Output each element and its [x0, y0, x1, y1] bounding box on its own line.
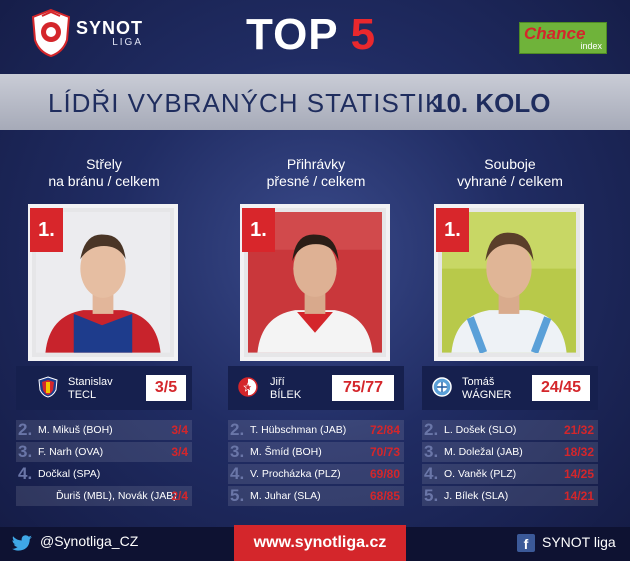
leader-first-name: Jiří [270, 376, 285, 388]
list-item: Ďuriš (MBL), Novák (JAB) 2/4 [16, 486, 192, 506]
list-rank: 3. [230, 442, 245, 461]
list-item: 3. F. Narh (OVA) 3/4 [16, 442, 192, 462]
list-name: M. Šmíd (BOH) [250, 446, 322, 458]
list-item: 4. O. Vaněk (PLZ) 14/25 [422, 464, 598, 484]
stat-title-duels: Souboje vyhrané / celkem [422, 156, 598, 190]
list-name: O. Vaněk (PLZ) [444, 468, 517, 480]
slovacko-crest-icon [432, 377, 452, 397]
leader-score: 24/45 [532, 375, 590, 401]
top-header: SYNOT LIGA TOP 5 Chance index [0, 0, 630, 72]
list-rank: 5. [424, 486, 439, 505]
list-item: 5. J. Bílek (SLA) 14/21 [422, 486, 598, 506]
slavia-praha-crest-icon [238, 377, 258, 397]
leader-name: Stanislav TECL [68, 376, 113, 402]
list-value: 18/32 [563, 445, 594, 459]
stat-title-line1: Střely [86, 156, 122, 172]
list-name: M. Mikuš (BOH) [38, 424, 113, 436]
list-name: L. Došek (SLO) [444, 424, 517, 436]
list-value: 14/25 [563, 467, 594, 481]
stat-title-shots: Střely na bránu / celkem [16, 156, 192, 190]
list-item: 5. M. Juhar (SLA) 68/85 [228, 486, 404, 506]
leader-first-name: Tomáš [462, 376, 495, 388]
band-title: LÍDŘI VYBRANÝCH STATISTIK [48, 88, 444, 118]
synot-liga-logo[interactable]: SYNOT LIGA [30, 8, 143, 58]
list-rank: 3. [424, 442, 439, 461]
list-name: T. Hübschman (JAB) [250, 424, 347, 436]
list-item: 4. V. Procházka (PLZ) 69/80 [228, 464, 404, 484]
list-item: 4. Dočkal (SPA) [16, 464, 192, 484]
list-rank: 4. [18, 464, 33, 483]
leader-name: Tomáš WÁGNER [462, 376, 512, 402]
leader-score: 75/77 [332, 375, 394, 401]
list-rank: 2. [18, 420, 33, 439]
leader-last-name: WÁGNER [462, 389, 512, 401]
list-name: Dočkal (SPA) [38, 468, 101, 480]
list-value: 69/80 [369, 467, 400, 481]
logo-name: SYNOT [76, 17, 144, 38]
leader-last-name: BÍLEK [270, 389, 302, 401]
list-rank: 2. [424, 420, 439, 439]
list-item: 2. T. Hübschman (JAB) 72/84 [228, 420, 404, 440]
facebook-page[interactable]: SYNOT liga [542, 534, 616, 550]
list-name: M. Juhar (SLA) [250, 490, 321, 502]
league-shield-icon [31, 8, 71, 58]
list-value: 2/4 [171, 489, 188, 503]
list-name: J. Bílek (SLA) [444, 490, 509, 502]
rank-badge: 1. [242, 208, 275, 252]
stat-title-line1: Přihrávky [286, 156, 346, 172]
player-photo [36, 212, 170, 353]
twitter-handle[interactable]: @Synotliga_CZ [40, 533, 139, 549]
leader-score: 3/5 [146, 375, 186, 401]
list-rank: 3. [18, 442, 33, 461]
list-value: 72/84 [369, 423, 400, 437]
rank-badge: 1. [436, 208, 469, 252]
list-value: 14/21 [563, 489, 594, 503]
list-rank: 5. [230, 486, 245, 505]
website-link[interactable]: www.synotliga.cz [234, 525, 406, 561]
list-value: 3/4 [171, 423, 188, 437]
leader-first-name: Stanislav [68, 376, 113, 388]
list-item: 3. M. Šmíd (BOH) 70/73 [228, 442, 404, 462]
sponsor-main: Chance [524, 24, 586, 43]
logo-sub: LIGA [112, 36, 144, 48]
list-rank: 2. [230, 420, 245, 439]
list-name: V. Procházka (PLZ) [250, 468, 341, 480]
twitter-icon[interactable] [12, 535, 32, 551]
list-rank: 4. [230, 464, 245, 483]
stat-title-line2: na bránu / celkem [48, 173, 160, 189]
list-rank: 4. [424, 464, 439, 483]
list-item: 3. M. Doležal (JAB) 18/32 [422, 442, 598, 462]
list-name: Ďuriš (MBL), Novák (JAB) [56, 490, 177, 502]
stat-title-line2: přesné / celkem [266, 173, 366, 189]
leader-last-name: TECL [68, 389, 97, 401]
viktoria-plzen-crest-icon [38, 376, 58, 398]
title-band [0, 74, 630, 130]
sponsor-logo[interactable]: Chance index [519, 22, 607, 54]
list-value: 21/32 [563, 423, 594, 437]
title-number: 5 [350, 10, 377, 59]
sponsor-sub: index [580, 41, 602, 51]
page-title: TOP 5 [246, 10, 376, 60]
stat-title-passes: Přihrávky přesné / celkem [228, 156, 404, 190]
list-item: 2. M. Mikuš (BOH) 3/4 [16, 420, 192, 440]
player-photo-frame [28, 204, 178, 361]
leader-name: Jiří BÍLEK [270, 376, 301, 402]
list-value: 3/4 [171, 445, 188, 459]
list-name: M. Doležal (JAB) [444, 446, 523, 458]
list-name: F. Narh (OVA) [38, 446, 104, 458]
list-item: 2. L. Došek (SLO) 21/32 [422, 420, 598, 440]
list-value: 68/85 [369, 489, 400, 503]
stat-title-line2: vyhrané / celkem [457, 173, 563, 189]
round-label: 10. KOLO [432, 88, 551, 118]
player-photo [442, 212, 576, 353]
stat-title-line1: Souboje [484, 156, 536, 172]
title-top: TOP [246, 10, 339, 59]
list-value: 70/73 [369, 445, 400, 459]
rank-badge: 1. [30, 208, 63, 252]
facebook-icon[interactable]: f [517, 534, 535, 552]
